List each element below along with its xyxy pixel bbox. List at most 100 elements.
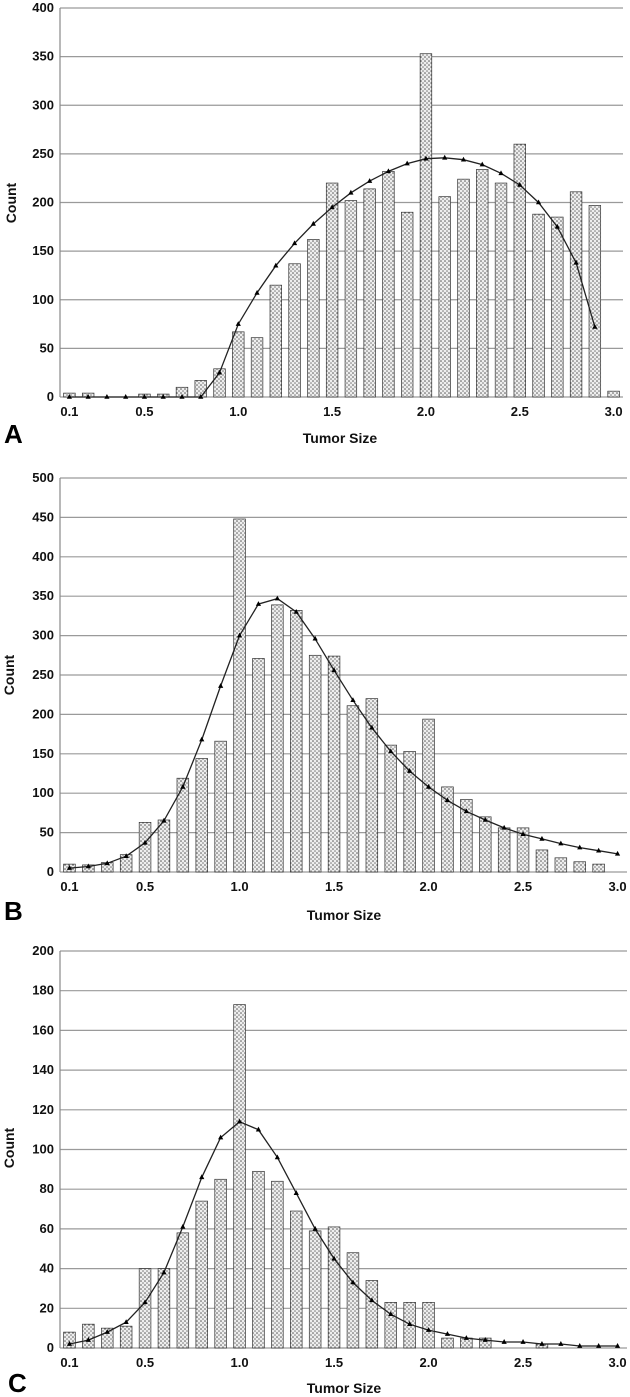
fit-marker-b [577,844,583,850]
fit-marker-c [293,1190,299,1195]
bar-c [327,1226,341,1349]
x-tick-label-a: 2.5 [511,404,529,419]
x-tick-label-b: 1.5 [325,879,343,894]
bar-a [213,368,226,398]
bar-c [290,1210,303,1349]
fit-marker-c [236,1118,243,1124]
fit-marker-c [369,1297,375,1303]
bar-b [290,610,303,873]
bar-a [363,188,376,398]
y-tick-label-c: 180 [32,983,54,998]
y-tick-label-c: 80 [40,1181,54,1196]
fit-marker-a [179,394,185,399]
x-tick-label-b: 0.5 [136,879,154,894]
y-tick-label-b: 250 [32,667,54,682]
y-tick-label-c: 160 [32,1022,54,1037]
fit-marker-c [180,1223,186,1229]
y-tick-label-c: 20 [40,1300,54,1315]
x-tick-label-b: 2.5 [514,879,532,894]
fit-marker-b [388,748,394,754]
bar-c [271,1180,284,1349]
bar-a [307,239,320,398]
fit-marker-c [614,1343,621,1348]
x-tick-label-c: 3.0 [609,1355,627,1370]
fit-marker-c [104,1329,110,1334]
x-tick-label-b: 0.1 [60,879,78,894]
fit-marker-a [498,170,504,176]
y-tick-label-a: 50 [40,340,54,355]
fit-marker-c [482,1337,488,1342]
y-axis-label-c: Count [1,1127,17,1168]
fit-marker-b [142,839,148,845]
fit-marker-c [501,1339,507,1344]
fit-marker-b [274,595,280,601]
bar-c [138,1268,152,1349]
x-tick-label-c: 2.5 [514,1355,532,1370]
fit-marker-a [535,199,542,205]
y-tick-label-a: 400 [32,0,54,15]
bar-b [497,827,511,873]
fit-marker-b [123,853,129,859]
fit-marker-c [444,1331,451,1336]
fit-marker-a [404,160,410,166]
fit-marker-b [293,608,299,614]
bar-b [384,744,397,873]
bar-a [494,182,508,398]
bar-b [233,518,246,873]
x-tick-label-c: 2.0 [420,1355,438,1370]
bar-a [288,263,301,398]
fit-marker-a [141,394,148,399]
x-axis-label-b: Tumor Size [307,907,382,923]
bar-c [346,1252,360,1349]
bar-b [271,604,284,873]
y-tick-label-a: 200 [32,195,54,210]
fit-marker-b [463,808,469,814]
fit-marker-c [255,1126,262,1132]
fit-marker-c [463,1335,469,1340]
bar-b [403,751,416,873]
y-tick-label-a: 0 [47,389,54,404]
x-tick-label-a: 1.0 [229,404,247,419]
fit-curve-c [69,1120,618,1347]
y-tick-label-a: 250 [32,146,54,161]
y-tick-label-c: 120 [32,1102,54,1117]
fit-marker-c [66,1341,73,1346]
fit-marker-a [554,223,560,229]
fit-marker-c [274,1154,280,1160]
y-axis-label-b: Count [1,654,17,695]
fit-marker-c [577,1343,583,1348]
bar-c [157,1268,171,1349]
fit-marker-b [312,635,318,641]
y-tick-label-a: 150 [32,243,54,258]
fit-marker-a [235,321,241,326]
fit-marker-c [520,1339,526,1344]
chart-panel-b: 0 50 100 150 200 250 300 350 400 450 500 0.1 0.5 1.0 1… [32,470,627,894]
fit-marker-b [614,850,621,856]
panel-label-a: A [4,419,23,449]
fit-marker-a [254,289,260,295]
fit-marker-a [198,394,204,399]
fit-marker-a [123,394,129,399]
y-tick-label-c: 0 [47,1340,54,1355]
fit-marker-c [331,1255,337,1261]
fit-marker-b [180,783,186,789]
x-tick-label-c: 1.0 [231,1355,249,1370]
fit-marker-c [407,1321,413,1326]
fit-marker-a [348,189,354,195]
bar-c [384,1301,397,1349]
y-tick-label-c: 100 [32,1142,54,1157]
fit-marker-b [236,632,243,638]
bar-b [308,654,322,873]
fit-marker-b [482,816,488,822]
fit-marker-b [425,783,432,789]
bar-b [195,758,208,873]
fit-marker-c [539,1341,545,1346]
bar-b [535,849,549,873]
bar-b [157,819,171,873]
bar-b [327,655,341,873]
bar-c [176,1232,190,1349]
fit-marker-b [444,797,451,803]
bar-b [176,777,190,873]
bar-c [101,1327,114,1349]
